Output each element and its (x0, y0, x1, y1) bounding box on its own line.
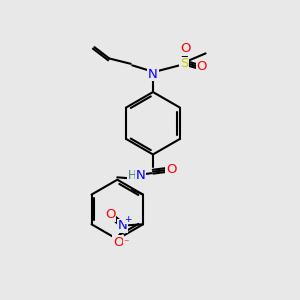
Text: O: O (113, 236, 124, 249)
Text: S: S (180, 57, 188, 70)
Text: +: + (124, 215, 132, 224)
Text: O: O (180, 42, 191, 55)
Text: H: H (128, 169, 137, 182)
Text: N: N (118, 219, 128, 232)
Text: O: O (166, 163, 177, 176)
Text: O: O (105, 208, 116, 221)
Text: N: N (135, 169, 145, 182)
Text: ⁻: ⁻ (124, 238, 129, 249)
Text: O: O (196, 60, 207, 73)
Text: N: N (148, 68, 158, 81)
